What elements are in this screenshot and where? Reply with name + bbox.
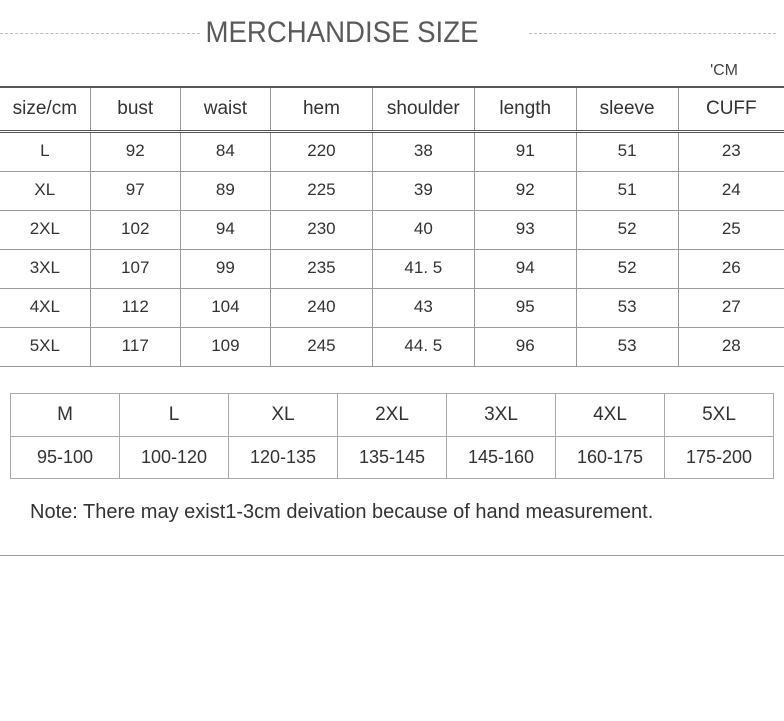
cell: 112 xyxy=(90,289,180,328)
cell: 135-145 xyxy=(338,437,447,479)
cell: 102 xyxy=(90,211,180,250)
cell: 225 xyxy=(270,172,372,211)
col-header: size/cm xyxy=(0,87,90,132)
cell: 97 xyxy=(90,172,180,211)
table-header-row: size/cm bust waist hem shoulder length s… xyxy=(0,87,784,132)
cell: 160-175 xyxy=(556,437,665,479)
cell: 120-135 xyxy=(229,437,338,479)
cell: 52 xyxy=(576,211,678,250)
cell: 230 xyxy=(270,211,372,250)
cell: 96 xyxy=(474,328,576,367)
cell: 89 xyxy=(180,172,270,211)
cell: 84 xyxy=(180,132,270,172)
cell: 43 xyxy=(372,289,474,328)
cell: 28 xyxy=(678,328,784,367)
cell: 40 xyxy=(372,211,474,250)
page-title: MERCHANDISE SIZE xyxy=(200,16,484,50)
cell: 95-100 xyxy=(11,437,120,479)
cell: 52 xyxy=(576,250,678,289)
cell: 53 xyxy=(576,289,678,328)
table-row: 2XL 102 94 230 40 93 52 25 xyxy=(0,211,784,250)
cell: 107 xyxy=(90,250,180,289)
cell: 94 xyxy=(474,250,576,289)
title-dashed-line-right xyxy=(529,33,776,34)
cell: L xyxy=(0,132,90,172)
col-header: 2XL xyxy=(338,394,447,437)
col-header: M xyxy=(11,394,120,437)
col-header: sleeve xyxy=(576,87,678,132)
col-header: bust xyxy=(90,87,180,132)
col-header: L xyxy=(120,394,229,437)
cell: 4XL xyxy=(0,289,90,328)
cell: 117 xyxy=(90,328,180,367)
weight-table-wrap: M L XL 2XL 3XL 4XL 5XL 95-100 100-120 12… xyxy=(0,367,784,479)
table-row: 95-100 100-120 120-135 135-145 145-160 1… xyxy=(11,437,774,479)
cell: 38 xyxy=(372,132,474,172)
title-dashed-line-left xyxy=(0,33,200,34)
table-row: 3XL 107 99 235 41. 5 94 52 26 xyxy=(0,250,784,289)
table-row: L 92 84 220 38 91 51 23 xyxy=(0,132,784,172)
cell: 95 xyxy=(474,289,576,328)
cell: 91 xyxy=(474,132,576,172)
col-header: XL xyxy=(229,394,338,437)
col-header: CUFF xyxy=(678,87,784,132)
col-header: 5XL xyxy=(665,394,774,437)
col-header: 3XL xyxy=(447,394,556,437)
col-header: waist xyxy=(180,87,270,132)
cell: 92 xyxy=(474,172,576,211)
cell: 220 xyxy=(270,132,372,172)
cell: 27 xyxy=(678,289,784,328)
cell: 109 xyxy=(180,328,270,367)
note-text: Note: There may exist1-3cm deivation bec… xyxy=(0,479,784,541)
col-header: 4XL xyxy=(556,394,665,437)
size-chart-page: MERCHANDISE SIZE 'CM size/cm bust waist … xyxy=(0,0,784,556)
cell: 39 xyxy=(372,172,474,211)
cell: 175-200 xyxy=(665,437,774,479)
table-row: 5XL 117 109 245 44. 5 96 53 28 xyxy=(0,328,784,367)
table-row: 4XL 112 104 240 43 95 53 27 xyxy=(0,289,784,328)
cell: 26 xyxy=(678,250,784,289)
cell: 24 xyxy=(678,172,784,211)
cell: 3XL xyxy=(0,250,90,289)
col-header: length xyxy=(474,87,576,132)
cell: 2XL xyxy=(0,211,90,250)
cell: 240 xyxy=(270,289,372,328)
cell: 99 xyxy=(180,250,270,289)
title-row: MERCHANDISE SIZE xyxy=(0,0,784,58)
cell: 51 xyxy=(576,132,678,172)
table-header-row: M L XL 2XL 3XL 4XL 5XL xyxy=(11,394,774,437)
cell: 41. 5 xyxy=(372,250,474,289)
cell: 100-120 xyxy=(120,437,229,479)
cell: 235 xyxy=(270,250,372,289)
cell: 93 xyxy=(474,211,576,250)
cell: 145-160 xyxy=(447,437,556,479)
weight-table: M L XL 2XL 3XL 4XL 5XL 95-100 100-120 12… xyxy=(10,393,774,479)
cell: 23 xyxy=(678,132,784,172)
cell: XL xyxy=(0,172,90,211)
col-header: shoulder xyxy=(372,87,474,132)
cell: 245 xyxy=(270,328,372,367)
cell: 44. 5 xyxy=(372,328,474,367)
cell: 53 xyxy=(576,328,678,367)
cell: 104 xyxy=(180,289,270,328)
unit-label: 'CM xyxy=(0,62,784,80)
col-header: hem xyxy=(270,87,372,132)
bottom-rule xyxy=(0,555,784,556)
measurements-tbody: L 92 84 220 38 91 51 23 XL 97 89 225 39 … xyxy=(0,132,784,367)
cell: 5XL xyxy=(0,328,90,367)
measurements-table: size/cm bust waist hem shoulder length s… xyxy=(0,86,784,367)
cell: 92 xyxy=(90,132,180,172)
cell: 94 xyxy=(180,211,270,250)
table-row: XL 97 89 225 39 92 51 24 xyxy=(0,172,784,211)
cell: 25 xyxy=(678,211,784,250)
cell: 51 xyxy=(576,172,678,211)
